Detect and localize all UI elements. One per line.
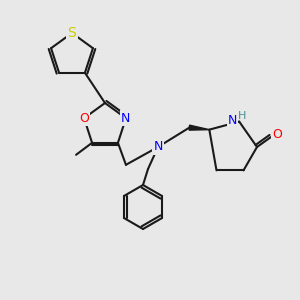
Text: O: O xyxy=(272,128,282,142)
Text: S: S xyxy=(68,26,76,40)
Text: N: N xyxy=(121,112,130,125)
Text: N: N xyxy=(228,114,237,127)
Text: H: H xyxy=(238,111,246,121)
Text: O: O xyxy=(79,112,89,125)
Text: N: N xyxy=(153,140,163,154)
Polygon shape xyxy=(189,125,209,130)
